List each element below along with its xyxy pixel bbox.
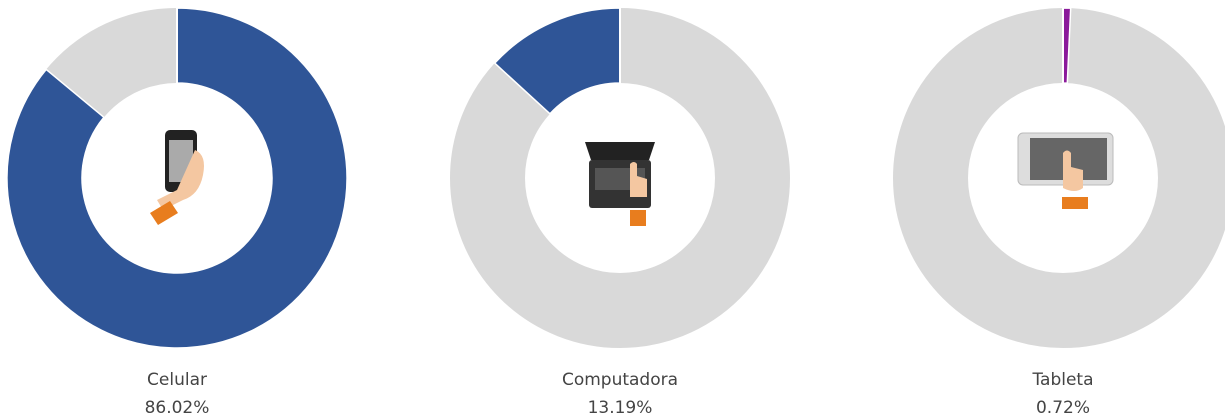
laptop-icon [585,142,655,226]
donut-segment [1062,7,1072,84]
value-label: 0.72% [1036,398,1090,418]
category-label: Celular [147,370,207,390]
value-label: 13.19% [588,398,653,418]
tablet-icon [1017,132,1114,209]
category-label: Tableta [1031,370,1093,390]
donuts [6,7,1225,349]
donut [893,7,1225,348]
value-label: 86.02% [145,398,210,418]
donut [6,7,348,349]
donut [450,7,790,348]
phone-icon [150,130,204,225]
donut-segment [6,7,348,349]
icons [150,130,1114,226]
category-label: Computadora [562,370,678,390]
